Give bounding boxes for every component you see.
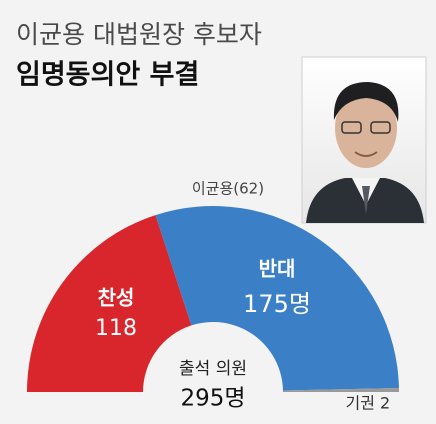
segment-value: 175명 — [243, 290, 311, 318]
subtitle: 임명동의안 부결 — [16, 60, 199, 91]
segment — [27, 215, 192, 392]
segment-value: 2 — [380, 394, 390, 413]
total-value: 295명 — [180, 386, 245, 412]
segment — [282, 388, 399, 392]
segment-value: 118 — [95, 316, 137, 341]
segment-label: 반대 — [259, 257, 296, 281]
annotation: 이균용(62) — [192, 180, 264, 198]
segment — [155, 205, 399, 391]
total-label: 출석 의원 — [179, 359, 247, 379]
title: 이균용 대법원장 후보자 — [16, 20, 262, 49]
portrait — [301, 56, 427, 224]
segment-label: 찬성 — [98, 286, 135, 310]
segment-label: 기권 — [346, 394, 375, 413]
